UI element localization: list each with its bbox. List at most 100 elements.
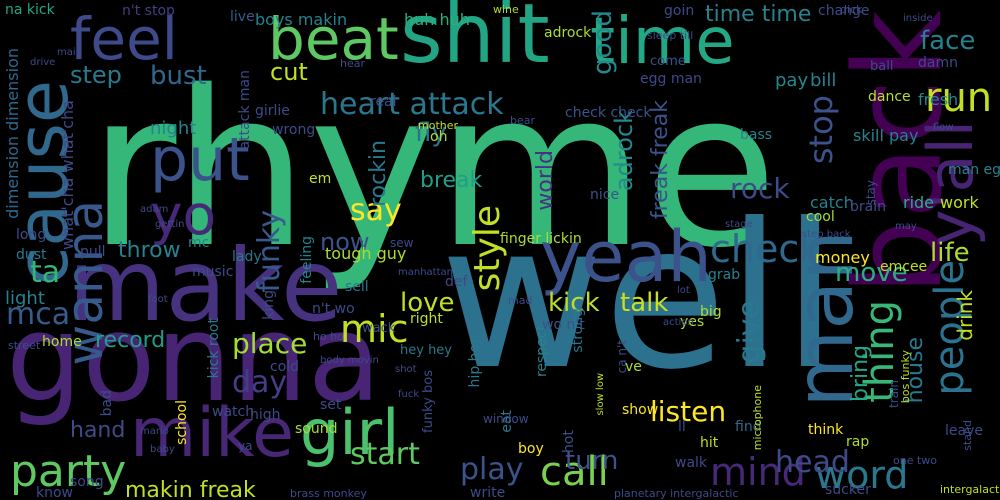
word-em: em [309, 171, 332, 187]
word-girl: girl [300, 396, 400, 469]
word-start: start [350, 437, 420, 472]
word-feeling: feeling [299, 236, 315, 284]
word-intergalactic-planetary: intergalactic planetary [940, 483, 1000, 496]
word-train: train [887, 380, 901, 408]
word-work: work [940, 193, 979, 212]
word-cold: cold [270, 359, 300, 375]
word-n-t-wo: n't wo [312, 301, 355, 317]
word-come: come [650, 54, 686, 69]
word-rhyme: rhyme [88, 44, 778, 295]
word-foot: foot [148, 294, 168, 305]
word-sell: sell [345, 279, 369, 295]
word-girlie: girlie [255, 103, 290, 119]
word-one-two: one two [893, 454, 938, 467]
word-ball: ball [870, 59, 894, 74]
word-break: break [420, 168, 483, 193]
word-song: song [70, 474, 104, 490]
word-light: light [5, 288, 45, 309]
word-run: run [925, 75, 993, 121]
word-adrock: adrock [610, 110, 638, 192]
word-good: good [588, 10, 618, 75]
word-ll: ll [678, 419, 686, 435]
word-stand: stand [961, 420, 974, 451]
word-stay: stay [864, 180, 878, 206]
word-brass-monkey: brass monkey [290, 487, 367, 500]
word-rockin: rockin [366, 140, 391, 207]
word-bass: bass [740, 127, 773, 143]
word-catch: catch [810, 193, 854, 212]
word-freak-freak: freak freak [648, 100, 673, 220]
word-time-time: time time [705, 2, 812, 27]
word-real: real [370, 94, 397, 110]
word-pull: pull [80, 244, 106, 260]
word-listen: listen [650, 395, 727, 428]
word-step: step [70, 61, 122, 89]
word-boy: boy [518, 441, 544, 457]
word-y-all: y'all [914, 120, 987, 247]
word-dust: dust [16, 247, 47, 263]
word-party: party [10, 446, 127, 497]
word-gettin: gettin [155, 219, 185, 230]
word-give: give [732, 300, 767, 364]
word-word: word [815, 453, 909, 497]
word-window: window [483, 412, 529, 426]
word-n-t-stop: n't stop [122, 3, 175, 19]
word-day: day [232, 365, 288, 400]
word-make: make [68, 227, 343, 344]
word-drive: drive [30, 57, 56, 68]
word-dance: dance [868, 89, 911, 105]
word-home: home [42, 334, 82, 350]
word-love: love [400, 288, 455, 318]
word-wine: wine [493, 3, 519, 16]
word-sew: sew [390, 236, 414, 250]
word-life: life [930, 238, 970, 268]
word-bust: bust [150, 61, 207, 91]
word-live: live [230, 9, 255, 25]
word-hey-hey: hey hey [400, 343, 452, 358]
word-bill: bill [810, 70, 837, 91]
word-well: well [440, 181, 838, 414]
word-dimension-dimension: dimension dimension [3, 48, 22, 219]
word-yeah: yeah [540, 216, 712, 298]
word-throw: throw [118, 238, 181, 263]
word-night: night [150, 118, 197, 139]
word-sound: sound [295, 421, 338, 437]
word-big: big [700, 304, 722, 320]
word-street: street [8, 339, 41, 352]
word-what-cha-what-cha: what'cha what'cha [58, 100, 77, 250]
word-hear: hear [340, 57, 366, 70]
word-head: head [775, 445, 850, 480]
word-talk: talk [620, 288, 669, 318]
word-funky-bos: funky bos [421, 370, 436, 433]
word-may: may [895, 221, 917, 232]
word-tough-guy: tough guy [325, 244, 407, 263]
word-bad: bad [99, 390, 115, 417]
word-ve: ve [625, 359, 642, 375]
word-put: put [150, 125, 250, 195]
word-rock: rock [730, 172, 790, 205]
word-def: def [445, 274, 468, 290]
word-feel: feel [70, 5, 178, 73]
word-call: call [540, 449, 609, 495]
word-mother: mother [418, 119, 459, 132]
word-walk: walk [675, 455, 708, 471]
word-bos-funky: bos funky [899, 350, 912, 404]
word-mario: mario [140, 426, 169, 437]
word-wrong: wrong [272, 122, 316, 138]
word-bear: bear [510, 114, 536, 127]
word-mc: mc [188, 235, 210, 251]
word-hot: hot [561, 430, 577, 453]
word-find: find [735, 419, 762, 435]
word-now: now [320, 228, 370, 256]
word-mike: mike [130, 394, 294, 473]
word-wo-n-t: wo n't [542, 317, 585, 333]
word-huh-huh: huh huh [404, 10, 470, 29]
word-hand: hand [70, 418, 126, 443]
word-lot: lot [677, 285, 690, 296]
word-beat: beat [268, 5, 399, 73]
word-rap: rap [846, 434, 870, 450]
word-hip-hop: hip hop [467, 335, 483, 388]
word-know: know [36, 485, 73, 500]
word-style: style [467, 205, 508, 292]
word-mca: mca [6, 297, 71, 332]
